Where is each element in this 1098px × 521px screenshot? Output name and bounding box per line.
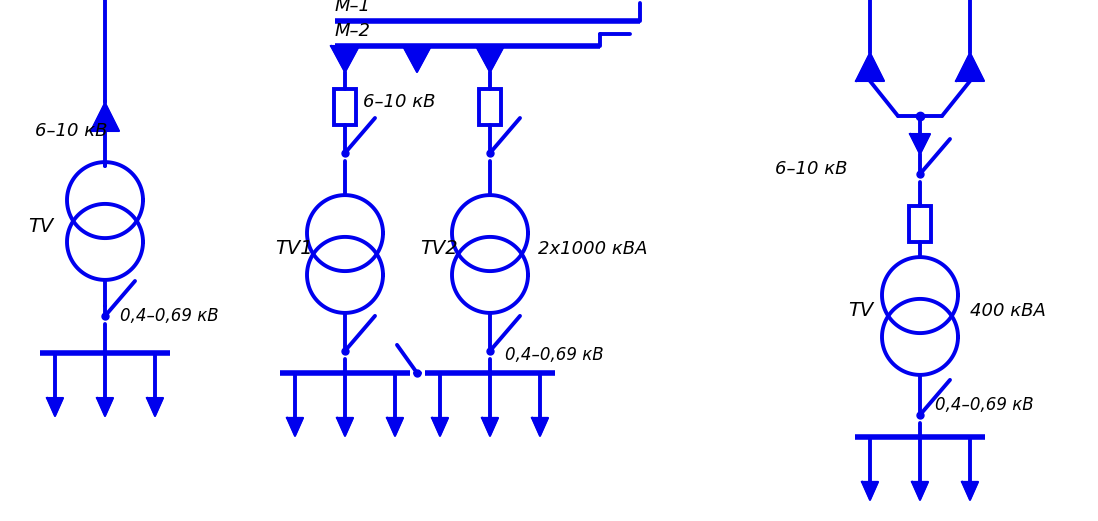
- Text: 6–10 кВ: 6–10 кВ: [363, 93, 436, 111]
- Polygon shape: [403, 46, 432, 72]
- Polygon shape: [337, 418, 352, 436]
- Polygon shape: [910, 134, 930, 154]
- Polygon shape: [147, 398, 163, 416]
- Polygon shape: [477, 46, 504, 72]
- Text: 0,4–0,69 кВ: 0,4–0,69 кВ: [935, 396, 1033, 414]
- Text: М–2: М–2: [335, 22, 371, 40]
- Text: TV2: TV2: [421, 240, 458, 258]
- Polygon shape: [91, 103, 119, 131]
- Polygon shape: [856, 53, 884, 81]
- Polygon shape: [386, 418, 403, 436]
- Polygon shape: [287, 418, 303, 436]
- Text: 0,4–0,69 кВ: 0,4–0,69 кВ: [120, 307, 219, 325]
- Polygon shape: [962, 482, 978, 500]
- Bar: [909, 206, 931, 242]
- Text: М–1: М–1: [335, 0, 371, 15]
- Text: 2х1000 кВА: 2х1000 кВА: [538, 240, 648, 258]
- Polygon shape: [482, 418, 498, 436]
- Polygon shape: [912, 482, 928, 500]
- Text: 0,4–0,69 кВ: 0,4–0,69 кВ: [505, 346, 604, 364]
- Polygon shape: [956, 53, 984, 81]
- Text: TV: TV: [848, 302, 873, 320]
- Bar: [479, 89, 501, 125]
- Text: 6–10 кВ: 6–10 кВ: [35, 122, 108, 140]
- Polygon shape: [533, 418, 548, 436]
- Polygon shape: [862, 482, 878, 500]
- Polygon shape: [432, 418, 448, 436]
- Text: 6–10 кВ: 6–10 кВ: [775, 160, 848, 178]
- Polygon shape: [97, 398, 113, 416]
- Text: 400 кВА: 400 кВА: [970, 302, 1046, 320]
- Text: TV: TV: [29, 217, 53, 235]
- Text: TV1: TV1: [274, 240, 313, 258]
- Polygon shape: [330, 46, 359, 72]
- Bar: [334, 89, 356, 125]
- Polygon shape: [47, 398, 63, 416]
